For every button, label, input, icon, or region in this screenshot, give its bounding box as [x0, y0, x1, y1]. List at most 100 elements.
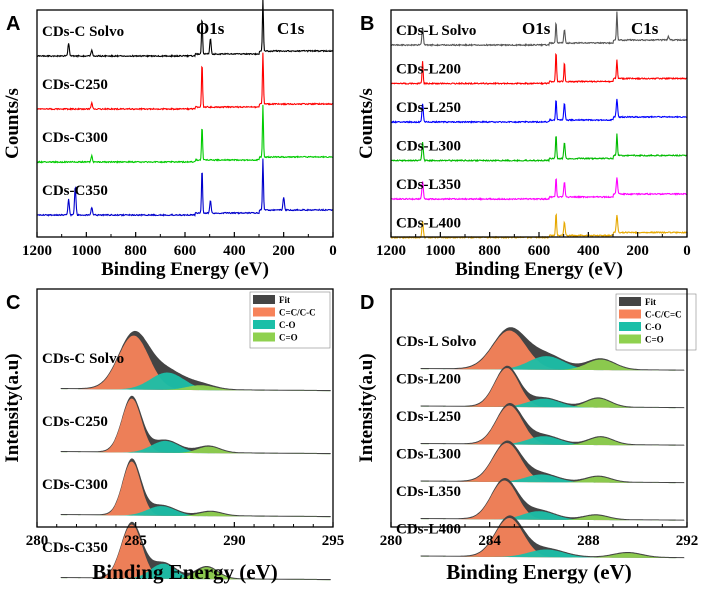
series-label-cds-c250: CDs-C250 — [42, 414, 108, 430]
x-tick-label-d: 292 — [676, 533, 699, 549]
series-label-cds-l200: CDs-L200 — [396, 372, 461, 388]
component-c-c-c-c-cds-c250 — [60, 398, 331, 455]
component-c-c-c-c-cds-c-solvo — [60, 335, 331, 392]
panel-letter-c: C — [6, 292, 20, 314]
component-c-c-c-c-cds-l350 — [420, 480, 685, 521]
component-c-o-cds-c350 — [60, 567, 331, 581]
series-label-cds-l250: CDs-L250 — [396, 409, 461, 425]
series-label-cds-c350: CDs-C350 — [42, 540, 108, 556]
series-label-cds-l-solvo: CDs-L Solvo — [396, 23, 476, 39]
x-axis-title-b: Binding Energy (eV) — [455, 259, 623, 280]
x-tick-label-a: 800 — [124, 243, 147, 259]
component-c-c-c-c-cds-l-solvo — [420, 330, 685, 371]
panel-a: A CDs-C Solvo CDs-C250 CDs-C300 CDs-C350 O1s C… — [2, 0, 337, 280]
component-c-o-cds-c250 — [60, 446, 331, 455]
y-axis-title-a: Counts/s — [2, 88, 23, 159]
x-tick-label-c: 290 — [223, 533, 246, 549]
x-tick-label-a: 600 — [174, 243, 197, 259]
legend-swatch-c-c-c-c — [619, 309, 641, 319]
series-label-cds-l250: CDs-L250 — [396, 100, 461, 116]
x-tick-label-b: 400 — [577, 243, 600, 259]
x-tick-label-b: 200 — [626, 243, 649, 259]
component-c-o-cds-l200 — [420, 398, 685, 409]
series-label-cds-c-solvo: CDs-C Solvo — [42, 351, 124, 367]
x-tick-label-d: 280 — [380, 533, 403, 549]
panel-letter-b: B — [360, 13, 374, 35]
component-c-o-cds-l-solvo — [420, 356, 685, 371]
spectrum-line-cds-l200 — [390, 52, 688, 86]
legend-label-c-o: C-O — [645, 322, 662, 332]
axes-frame-b — [390, 9, 688, 238]
x-axis-title-d: Binding Energy (eV) — [446, 560, 632, 584]
spectrum-line-cds-c-solvo — [36, 0, 334, 58]
series-label-cds-l350: CDs-L350 — [396, 177, 461, 193]
series-label-cds-l400: CDs-L400 — [396, 216, 461, 232]
x-tick-label-a: 1000 — [71, 243, 101, 259]
spectrum-line-cds-l250 — [390, 98, 688, 124]
spectrum-line-cds-l-solvo — [390, 11, 688, 47]
peak-label-c1s: C1s — [631, 19, 659, 38]
component-c-o-cds-c300 — [60, 511, 331, 518]
fit-envelope-cds-l250 — [420, 403, 685, 446]
x-tick-label-c: 295 — [322, 533, 345, 549]
component-c-o-cds-l250 — [420, 437, 685, 446]
legend-label-fit: Fit — [645, 297, 656, 307]
legend-label-c-c-c-c: C-C/C=C — [645, 310, 682, 320]
panel-letter-a: A — [6, 13, 20, 35]
axes-frame-a — [36, 9, 334, 238]
component-c-c-c-c-cds-l200 — [420, 368, 685, 409]
x-tick-label-b: 600 — [528, 243, 551, 259]
legend-label-c-o: C=O — [279, 333, 298, 343]
component-c-o-cds-c-solvo — [60, 385, 331, 392]
y-axis-title-b: Counts/s — [356, 88, 377, 159]
legend-swatch-c-o — [253, 332, 275, 342]
component-c-o-cds-l350 — [420, 511, 685, 521]
legend-label-c-o: C-O — [279, 320, 296, 330]
spectrum-line-cds-l350 — [390, 177, 687, 201]
series-label-cds-c300: CDs-C300 — [42, 477, 108, 493]
panel-letter-d: D — [360, 292, 374, 314]
legend-label-c-c-c-c: C=C/C-C — [279, 308, 316, 318]
peak-label-o1s: O1s — [196, 19, 225, 38]
legend-swatch-c-o — [253, 320, 275, 329]
peak-label-c1s: C1s — [277, 19, 305, 38]
x-tick-label-d: 288 — [577, 533, 600, 549]
series-label-cds-l400: CDs-L400 — [396, 522, 461, 538]
legend-swatch-c-o — [619, 334, 641, 344]
legend-swatch-fit — [253, 295, 275, 304]
component-c-o-cds-l300 — [420, 474, 685, 484]
component-c-c-c-c-cds-l300 — [420, 443, 685, 484]
series-label-cds-c300: CDs-C300 — [42, 130, 108, 146]
series-label-cds-l-solvo: CDs-L Solvo — [396, 334, 476, 350]
x-tick-label-a: 0 — [329, 243, 337, 259]
x-axis-title-a: Binding Energy (eV) — [101, 259, 269, 280]
x-tick-label-a: 1200 — [22, 243, 52, 259]
peak-label-o1s: O1s — [522, 19, 551, 38]
x-tick-label-c: 285 — [124, 533, 147, 549]
spectrum-line-cds-c350 — [37, 158, 334, 217]
spectrum-line-cds-c300 — [36, 104, 334, 164]
series-label-cds-l300: CDs-L300 — [396, 139, 461, 155]
legend-label-fit: Fit — [279, 295, 290, 305]
component-c-o-cds-l-solvo — [420, 359, 685, 371]
legend-label-c-o: C=O — [645, 335, 664, 345]
series-label-cds-c350: CDs-C350 — [42, 183, 108, 199]
component-c-o-cds-l400 — [420, 553, 685, 559]
x-axis-title-c: Binding Energy (eV) — [92, 560, 278, 584]
spectrum-line-cds-l300 — [391, 133, 688, 163]
axes-frame-c — [36, 288, 334, 528]
x-tick-label-b: 1000 — [425, 243, 455, 259]
component-c-o-cds-l300 — [420, 476, 685, 484]
legend-swatch-fit — [619, 297, 641, 306]
panel-b: B CDs-L Solvo CDs-L200 CDs-L250 CDs-L300 CDs-… — [356, 9, 691, 280]
x-tick-label-a: 400 — [223, 243, 246, 259]
component-c-o-cds-l250 — [420, 436, 685, 446]
spectrum-line-cds-c250 — [36, 52, 334, 111]
series-label-cds-c250: CDs-C250 — [42, 77, 108, 93]
legend-swatch-c-o — [619, 322, 641, 331]
component-c-c-c-c-cds-l400 — [420, 518, 685, 559]
panel-c: C CDs-C Solvo CDs-C250 CDs-C300 CDs-C350 Fit C… — [2, 288, 345, 584]
y-axis-title-d: Intensity(a.u) — [356, 353, 377, 462]
component-c-c-c-c-cds-c300 — [60, 461, 331, 518]
